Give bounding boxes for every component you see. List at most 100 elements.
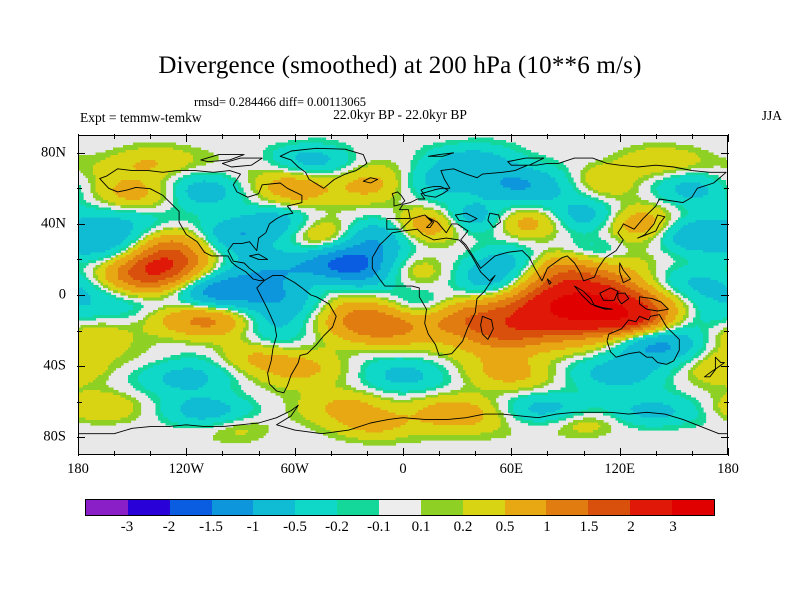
colorbar-band-3: [211, 500, 254, 515]
colorbar-band-11: [546, 500, 589, 515]
x-axis-tick: [403, 448, 404, 456]
x-tick-180: 180: [67, 461, 89, 477]
experiment-label: Expt = temmw-temkw: [80, 110, 202, 125]
y-axis-tick: [77, 223, 85, 225]
colorbar-band-7: [379, 500, 421, 515]
x-axis-tick: [186, 448, 188, 456]
colorbar-tick-3: 3: [669, 519, 677, 535]
x-axis-tick: [114, 134, 116, 139]
y-tick-40N: 40N: [41, 215, 66, 232]
x-axis-tick: [258, 451, 260, 456]
x-axis-tick: [114, 451, 116, 456]
colorbar-tick-0.1: 0.1: [411, 519, 431, 535]
x-axis-tick: [475, 134, 477, 139]
y-tick-80N: 80N: [41, 144, 66, 161]
page-title: Divergence (smoothed) at 200 hPa (10**6 …: [158, 52, 642, 79]
y-axis-tick: [77, 259, 82, 261]
x-axis-tick: [403, 134, 404, 142]
colorbar-tick-2: 2: [627, 519, 635, 535]
x-tick-0: 0: [399, 461, 407, 477]
colorbar-band-5: [295, 500, 338, 515]
x-axis-tick: [330, 451, 332, 456]
colorbar-band-0: [86, 500, 128, 515]
x-axis-tick: [583, 451, 585, 456]
y-tick-80S: 80S: [43, 428, 66, 445]
y-axis-tick: [77, 401, 82, 403]
colorbar-tick--0.1: -0.1: [367, 519, 391, 535]
colorbar-tick--1: -1: [246, 519, 260, 535]
y-axis-tick: [721, 295, 729, 296]
contour-field-svg: [78, 137, 728, 446]
x-axis-tick: [655, 451, 657, 456]
y-axis-tick: [721, 437, 729, 439]
x-tick-120W: 120W: [168, 461, 205, 477]
x-axis-tick: [439, 451, 441, 456]
y-axis-tick: [77, 188, 82, 190]
y-axis-tick: [77, 330, 82, 332]
y-axis-tick: [724, 401, 729, 403]
x-axis-tick: [511, 134, 513, 142]
y-axis-tick: [721, 366, 729, 368]
x-axis-tick: [222, 134, 224, 139]
colorbar-tick--2: -2: [162, 519, 176, 535]
x-axis-tick: [366, 134, 368, 139]
colorbar-band-1: [127, 500, 170, 515]
y-axis-tick: [77, 366, 85, 368]
x-axis-tick: [655, 134, 657, 139]
colorbar-band-6: [337, 500, 380, 515]
y-tick-40S: 40S: [43, 357, 66, 374]
y-tick-0: 0: [58, 286, 66, 303]
colorbar-band-13: [630, 500, 673, 515]
x-axis-tick: [366, 451, 368, 456]
colorbar-tick--1.5: -1.5: [199, 519, 223, 535]
colorbar-tick-1.5: 1.5: [579, 519, 599, 535]
x-axis-tick: [511, 448, 513, 456]
x-axis-tick: [691, 451, 693, 456]
x-tick-180: 180: [717, 461, 739, 477]
x-axis-tick: [728, 448, 729, 456]
x-axis-tick: [78, 448, 79, 456]
colorbar-tick-0.5: 0.5: [495, 519, 515, 535]
y-axis-tick: [724, 188, 729, 190]
x-axis-tick: [330, 134, 332, 139]
x-axis-tick: [691, 134, 693, 139]
colorbar-band-4: [253, 500, 296, 515]
y-axis-tick: [721, 152, 729, 154]
rmsd-annotation: rmsd= 0.284466 diff= 0.00113065: [193, 95, 367, 109]
x-tick-60E: 60E: [499, 461, 524, 477]
colorbar-band-9: [462, 500, 505, 515]
y-axis-tick: [724, 259, 729, 261]
y-axis-tick: [77, 152, 85, 154]
colorbar-band-10: [504, 500, 547, 515]
x-tick-60W: 60W: [280, 461, 309, 477]
x-axis-tick: [222, 451, 224, 456]
x-axis-tick: [728, 134, 729, 142]
x-axis-tick: [475, 451, 477, 456]
map-plot-area: [77, 134, 729, 456]
x-axis-tick: [258, 134, 260, 139]
colorbar-tick-0.2: 0.2: [453, 519, 473, 535]
colorbar-band-12: [588, 500, 631, 515]
colorbar-band-8: [420, 500, 463, 515]
colorbar-tick--3: -3: [120, 519, 134, 535]
coastline-overlay: [78, 147, 728, 435]
x-axis-tick: [547, 451, 549, 456]
season-label: JJA: [761, 108, 782, 123]
period-label: 22.0kyr BP - 22.0kyr BP: [333, 107, 467, 122]
colorbar-band-2: [169, 500, 212, 515]
x-axis-tick: [78, 134, 79, 142]
colorbar: [85, 499, 715, 516]
x-axis-tick: [619, 448, 621, 456]
divergence-field: [78, 135, 728, 455]
colorbar-band-14: [672, 500, 714, 515]
x-axis-tick: [294, 134, 296, 142]
y-axis-tick: [77, 437, 85, 439]
x-axis-tick: [150, 134, 152, 139]
x-tick-120E: 120E: [604, 461, 635, 477]
x-axis-tick: [150, 451, 152, 456]
colorbar-tick--0.5: -0.5: [283, 519, 307, 535]
x-axis-tick: [619, 134, 621, 142]
y-axis-tick: [721, 223, 729, 225]
x-axis-tick: [294, 448, 296, 456]
